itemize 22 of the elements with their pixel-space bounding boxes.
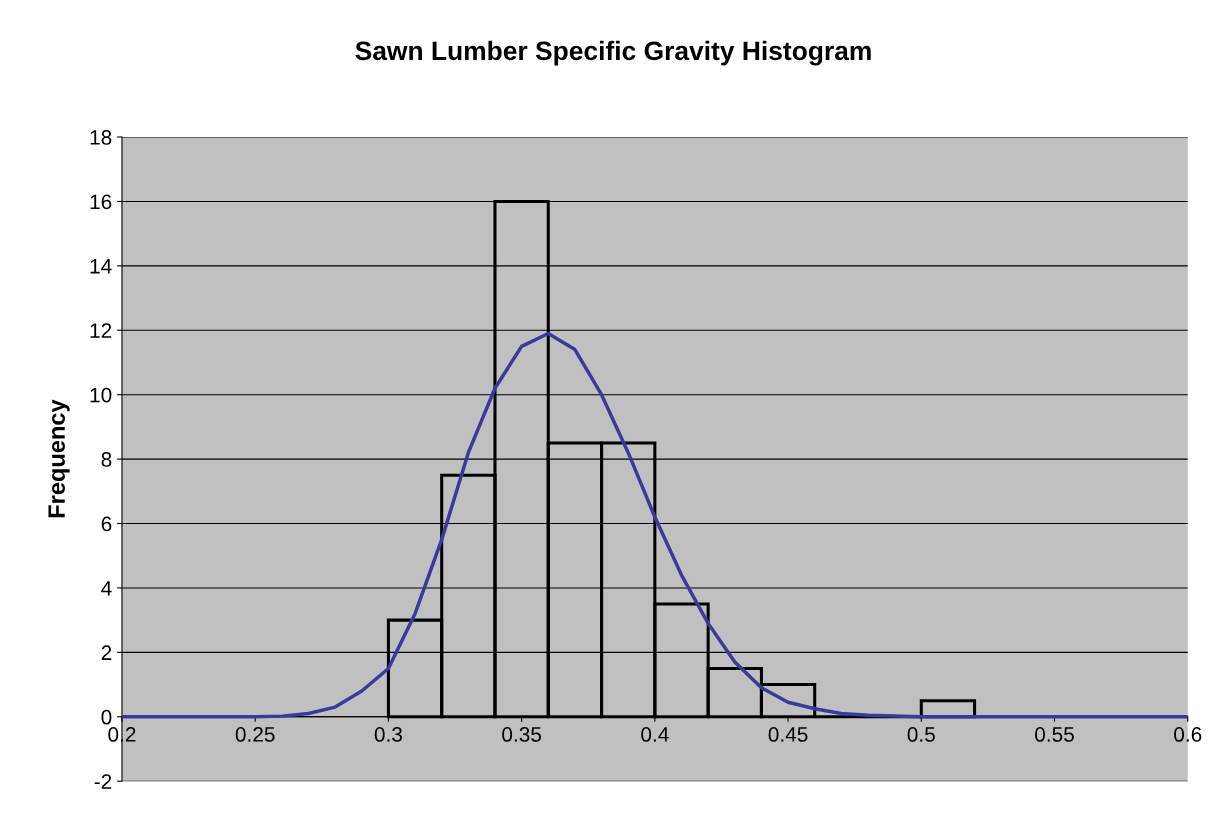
y-tick-label: 16 [90,194,112,210]
x-tick-label: 0.35 [502,727,542,742]
y-tick-label: 12 [90,323,112,338]
chart-title: Sawn Lumber Specific Gravity Histogram [355,40,871,66]
y-axis-title: Frequency [48,399,70,518]
y-tick-label: 4 [101,581,112,596]
y-tick-label: -2 [94,774,112,789]
x-tick-label: 0.55 [1035,727,1074,742]
y-tick-label: 18 [90,130,112,145]
y-tick-label: 6 [101,516,112,532]
x-tick-label: 0.6 [1174,727,1202,742]
x-tick-label: 0.5 [907,727,935,742]
x-tick-label: 0.4 [641,727,669,742]
x-tick-label: 0.25 [235,727,275,742]
x-tick-label: 0.45 [768,727,808,742]
y-tick-label: 14 [90,259,112,274]
y-tick-label: 0 [101,709,112,725]
y-tick-label: 2 [101,645,112,660]
y-tick-label: 8 [101,452,112,467]
x-tick-label: 0.2 [108,727,136,742]
x-tick-label: 0.3 [374,727,402,742]
y-tick-label: 10 [90,387,112,403]
